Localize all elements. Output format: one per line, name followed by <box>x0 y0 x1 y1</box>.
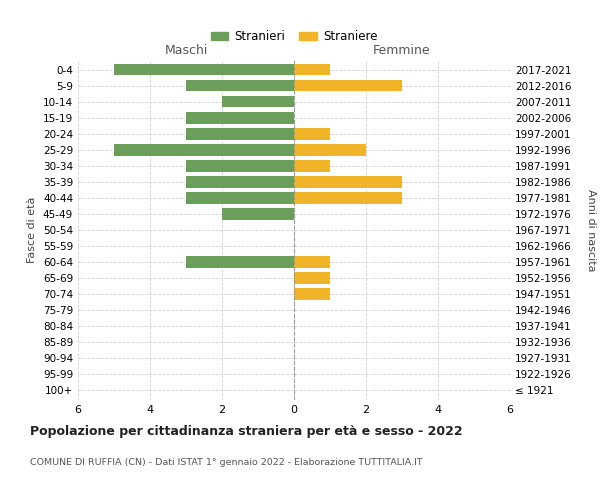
Bar <box>294 256 330 268</box>
Bar <box>186 80 294 92</box>
Text: COMUNE DI RUFFIA (CN) - Dati ISTAT 1° gennaio 2022 - Elaborazione TUTTITALIA.IT: COMUNE DI RUFFIA (CN) - Dati ISTAT 1° ge… <box>30 458 422 467</box>
Bar <box>186 128 294 140</box>
Text: Popolazione per cittadinanza straniera per età e sesso - 2022: Popolazione per cittadinanza straniera p… <box>30 425 463 438</box>
Bar <box>294 192 402 203</box>
Legend: Stranieri, Straniere: Stranieri, Straniere <box>206 25 382 48</box>
Bar <box>222 96 294 108</box>
Text: Maschi: Maschi <box>164 44 208 57</box>
Bar <box>294 128 330 140</box>
Y-axis label: Fasce di età: Fasce di età <box>28 197 37 263</box>
Bar <box>186 160 294 172</box>
Bar <box>186 176 294 188</box>
Text: Femmine: Femmine <box>373 44 431 57</box>
Bar <box>222 208 294 220</box>
Bar <box>294 176 402 188</box>
Bar <box>186 192 294 203</box>
Bar <box>114 144 294 156</box>
Bar <box>294 144 366 156</box>
Bar <box>186 112 294 124</box>
Y-axis label: Anni di nascita: Anni di nascita <box>586 188 596 271</box>
Bar <box>294 272 330 284</box>
Bar <box>294 64 330 76</box>
Bar <box>186 256 294 268</box>
Bar <box>114 64 294 76</box>
Bar <box>294 160 330 172</box>
Bar <box>294 288 330 300</box>
Bar <box>294 80 402 92</box>
